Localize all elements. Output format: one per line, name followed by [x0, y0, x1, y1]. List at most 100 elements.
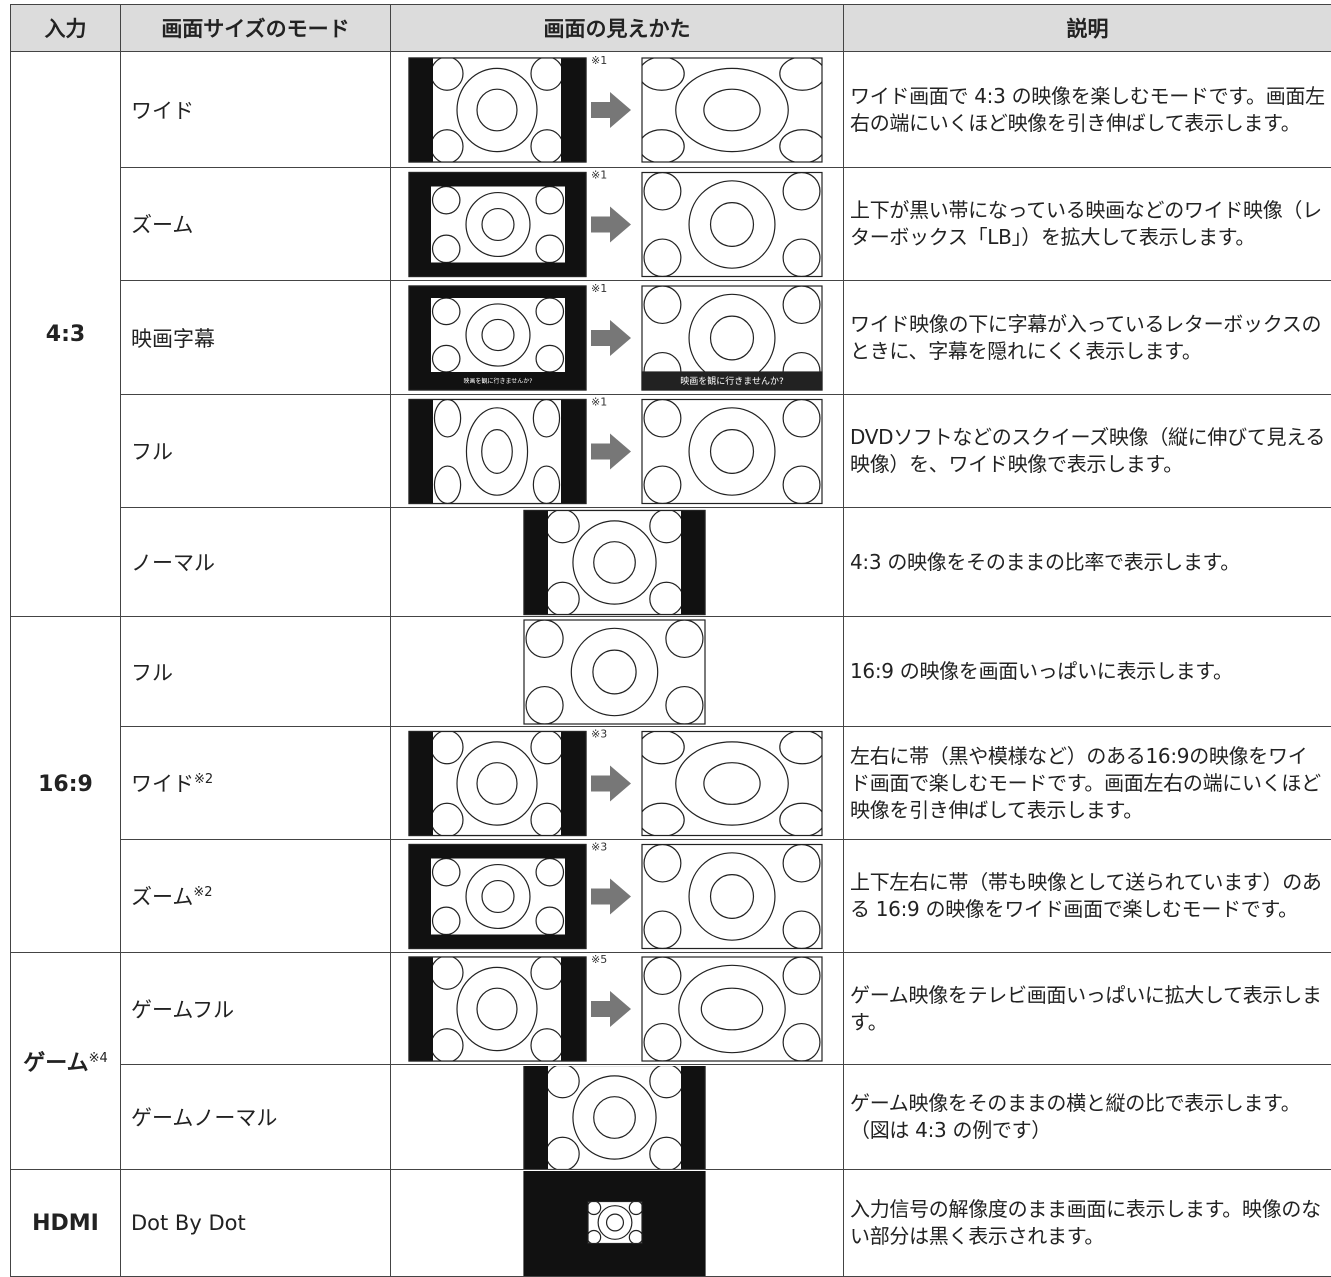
screen-illustration: [523, 1065, 706, 1169]
mode-cell: フル: [120, 394, 391, 508]
frame: [587, 1200, 643, 1244]
table-row: 映画字幕 映画を観に行きませんか? 映画を観に行きませんか? ※1 ワイド映像の下に字幕…: [11, 280, 1331, 395]
picture-content: [642, 399, 822, 503]
screen-illustration: ※3: [408, 728, 823, 836]
mode-label: ゲームフル: [131, 997, 235, 1022]
picture-content: [431, 858, 565, 934]
mode-label: ゲームノーマル: [131, 1106, 278, 1130]
description-cell: 16:9 の映像を画面いっぱいに表示します。: [843, 616, 1331, 727]
mode-label: ズーム: [131, 885, 194, 909]
arrow: [591, 990, 631, 1027]
footnote-mark: ※3: [591, 841, 607, 854]
frame: [641, 955, 823, 1062]
mode-label: フル: [131, 660, 173, 685]
table-row: 16:9 フル 16:9 の映像を画面いっぱいに表示します。: [10, 616, 1331, 953]
frame: [523, 618, 706, 725]
footnote-mark: ※2: [194, 772, 214, 787]
input-cell: HDMI: [10, 1169, 121, 1277]
picture-content: [642, 731, 822, 835]
frame: [408, 284, 587, 391]
caption-text: 映画を観に行きませんか?: [680, 375, 784, 387]
table-row: ゲーム※4 ゲームフル ※5 ゲーム映像をテレビ画面いっぱいに拡大して表示します。: [10, 952, 1331, 1170]
picture-content: [433, 731, 561, 835]
picture-cell: ※1: [390, 394, 844, 508]
frame: [641, 843, 823, 949]
frame: [408, 730, 587, 836]
mode-cell: ワイド※2: [120, 726, 391, 840]
mode-label: ノーマル: [131, 551, 215, 575]
header-cell: 入力: [10, 4, 121, 52]
input-label: 16:9: [38, 772, 93, 797]
picture-content: [431, 186, 565, 262]
picture-cell: ※1: [390, 167, 844, 281]
description-cell: 左右に帯（黒や模様など）のある16:9の映像をワイド画面で楽しむモードです。画面…: [843, 726, 1331, 840]
mode-label: フル: [131, 440, 173, 464]
description-cell: 4:3 の映像をそのままの比率で表示します。: [843, 507, 1331, 617]
mode-table: 入力 画面サイズのモード 画面の見えかた 説明 4:3 ワイド ※1 ワイド画面で 4…: [10, 4, 1331, 1277]
header-cell: 画面サイズのモード: [120, 4, 391, 52]
screen-illustration: ※1: [408, 54, 823, 163]
footnote-mark: ※4: [88, 1051, 108, 1066]
table-row: 4:3 ワイド ※1 ワイド画面で 4:3 の映像を楽しむモードです。画面左右の端にい…: [10, 51, 1331, 617]
frame: [641, 284, 823, 391]
input-label: 4:3: [45, 321, 86, 347]
mode-label: ワイド: [131, 98, 194, 123]
input-cell: ゲーム※4: [10, 952, 121, 1170]
header-cell: 画面の見えかた: [390, 4, 844, 52]
table-row: ズーム ※1 上下が黒い帯になっている映画などのワイド映像（レターボックス「LB」）…: [11, 167, 1331, 281]
screen-illustration: [523, 509, 706, 615]
frame: [408, 171, 587, 277]
arrow: [591, 206, 631, 242]
footnote-mark: ※2: [193, 885, 213, 900]
footnote-mark: ※1: [591, 396, 607, 409]
arrow: [591, 91, 631, 128]
description-cell: ワイド映像の下に字幕が入っているレターボックスのときに、字幕を隠れにくく表示しま…: [843, 280, 1331, 395]
mode-label: 映画字幕: [131, 326, 215, 351]
description-cell: ワイド画面で 4:3 の映像を楽しむモードです。画面左右の端にいくほど映像を引き…: [843, 51, 1331, 168]
caption-text: 映画を観に行きませんか?: [463, 377, 532, 385]
footnote-mark: ※1: [591, 282, 607, 295]
footnote-mark: ※1: [591, 54, 607, 67]
picture-cell: 映画を観に行きませんか? 映画を観に行きませんか? ※1: [390, 280, 844, 395]
frame: [641, 171, 823, 277]
arrow: [591, 878, 631, 914]
picture-content: [642, 172, 822, 276]
description-cell: ゲーム映像をテレビ画面いっぱいに拡大して表示します。: [843, 952, 1331, 1065]
description-cell: 入力信号の解像度のまま画面に表示します。映像のない部分は黒く表示されます。: [843, 1169, 1331, 1277]
frame: [408, 56, 587, 163]
picture-cell: ※1: [390, 51, 844, 168]
picture-content: [548, 1065, 681, 1169]
picture-cell: ※3: [390, 839, 844, 953]
input-cell: 16:9: [10, 616, 121, 953]
screen-illustration: 映画を観に行きませんか? 映画を観に行きませんか? ※1: [408, 282, 823, 391]
footnote-mark: ※5: [591, 954, 607, 966]
picture-content: [433, 399, 561, 503]
header-row: 入力 画面サイズのモード 画面の見えかた 説明: [10, 4, 1331, 52]
screen-illustration: ※1: [408, 169, 823, 277]
frame: [523, 1065, 706, 1169]
frame: [641, 56, 823, 163]
table-row: ワイド※2 ※3 左右に帯（黒や模様など）のある16:9の映像をワイド画面で楽しむモ…: [11, 726, 1331, 840]
mode-label: ズーム: [131, 213, 194, 237]
arrow: [591, 433, 631, 469]
table-row: ズーム※2 ※3 上下左右に帯（帯も映像として送られています）のある 16:9 の映…: [11, 839, 1331, 953]
screen-illustration: ※5: [408, 954, 823, 1062]
picture-cell: ※3: [390, 726, 844, 840]
frame: [408, 398, 587, 504]
picture-cell: ※5: [390, 952, 844, 1065]
mode-cell: ズーム※2: [120, 839, 391, 953]
input-label: ゲーム: [23, 1051, 89, 1076]
picture-content: [431, 297, 565, 372]
screen-illustration: [523, 618, 706, 725]
table-body: 4:3 ワイド ※1 ワイド画面で 4:3 の映像を楽しむモードです。画面左右の端にい…: [10, 51, 1331, 1277]
table-row: ノーマル 4:3 の映像をそのままの比率で表示します。: [11, 507, 1331, 617]
mode-cell: Dot By Dot: [120, 1169, 391, 1277]
picture-content: [642, 57, 822, 162]
frame: [408, 955, 587, 1062]
table-row: HDMI Dot By Dot 入力信号の解像度のまま画面に表示します。映像のない部…: [10, 1169, 1331, 1277]
picture-content: [642, 844, 822, 948]
mode-label: Dot By Dot: [131, 1211, 246, 1235]
arrow: [591, 765, 631, 801]
description-cell: 上下が黒い帯になっている映画などのワイド映像（レターボックス「LB」）を拡大して…: [843, 167, 1331, 281]
picture-cell: [390, 1064, 844, 1170]
